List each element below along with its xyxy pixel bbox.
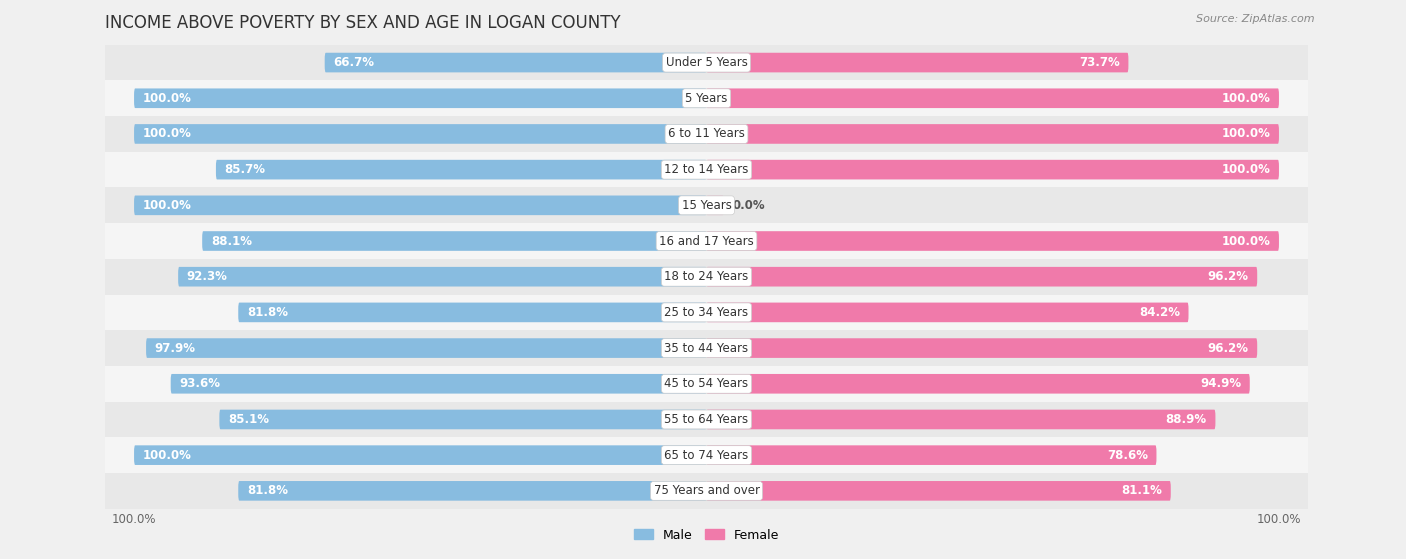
Text: 15 Years: 15 Years bbox=[682, 199, 731, 212]
FancyBboxPatch shape bbox=[707, 338, 1257, 358]
Text: 100.0%: 100.0% bbox=[142, 199, 191, 212]
Text: 100.0%: 100.0% bbox=[142, 92, 191, 105]
FancyBboxPatch shape bbox=[707, 231, 1279, 251]
FancyBboxPatch shape bbox=[707, 410, 1215, 429]
FancyBboxPatch shape bbox=[707, 446, 1157, 465]
FancyBboxPatch shape bbox=[202, 231, 707, 251]
Text: 100.0%: 100.0% bbox=[142, 127, 191, 140]
FancyBboxPatch shape bbox=[134, 196, 707, 215]
Text: 78.6%: 78.6% bbox=[1107, 449, 1147, 462]
Text: 75 Years and over: 75 Years and over bbox=[654, 484, 759, 498]
FancyBboxPatch shape bbox=[179, 267, 707, 287]
Text: 100.0%: 100.0% bbox=[1222, 92, 1271, 105]
Text: 0.0%: 0.0% bbox=[733, 199, 765, 212]
Bar bbox=[105, 152, 1308, 187]
FancyBboxPatch shape bbox=[238, 481, 707, 501]
FancyBboxPatch shape bbox=[707, 196, 724, 215]
Text: 65 to 74 Years: 65 to 74 Years bbox=[665, 449, 748, 462]
Text: 88.9%: 88.9% bbox=[1166, 413, 1206, 426]
Text: 6 to 11 Years: 6 to 11 Years bbox=[668, 127, 745, 140]
Text: Source: ZipAtlas.com: Source: ZipAtlas.com bbox=[1197, 14, 1315, 24]
FancyBboxPatch shape bbox=[217, 160, 707, 179]
Text: 45 to 54 Years: 45 to 54 Years bbox=[665, 377, 748, 390]
Text: 25 to 34 Years: 25 to 34 Years bbox=[665, 306, 748, 319]
FancyBboxPatch shape bbox=[707, 160, 1279, 179]
Text: Under 5 Years: Under 5 Years bbox=[665, 56, 748, 69]
FancyBboxPatch shape bbox=[707, 302, 1188, 322]
Text: 96.2%: 96.2% bbox=[1208, 270, 1249, 283]
FancyBboxPatch shape bbox=[707, 53, 1129, 72]
FancyBboxPatch shape bbox=[707, 88, 1279, 108]
Text: 81.1%: 81.1% bbox=[1122, 484, 1163, 498]
Text: INCOME ABOVE POVERTY BY SEX AND AGE IN LOGAN COUNTY: INCOME ABOVE POVERTY BY SEX AND AGE IN L… bbox=[105, 14, 621, 32]
Text: 100.0%: 100.0% bbox=[1222, 235, 1271, 248]
Text: 92.3%: 92.3% bbox=[187, 270, 228, 283]
FancyBboxPatch shape bbox=[146, 338, 707, 358]
FancyBboxPatch shape bbox=[134, 124, 707, 144]
FancyBboxPatch shape bbox=[238, 302, 707, 322]
Text: 97.9%: 97.9% bbox=[155, 342, 195, 354]
Text: 81.8%: 81.8% bbox=[247, 484, 288, 498]
FancyBboxPatch shape bbox=[707, 267, 1257, 287]
FancyBboxPatch shape bbox=[134, 446, 707, 465]
Text: 84.2%: 84.2% bbox=[1139, 306, 1180, 319]
Text: 100.0%: 100.0% bbox=[142, 449, 191, 462]
Text: 16 and 17 Years: 16 and 17 Years bbox=[659, 235, 754, 248]
FancyBboxPatch shape bbox=[707, 374, 1250, 394]
Text: 85.1%: 85.1% bbox=[228, 413, 269, 426]
Text: 85.7%: 85.7% bbox=[225, 163, 266, 176]
Text: 12 to 14 Years: 12 to 14 Years bbox=[664, 163, 749, 176]
Bar bbox=[105, 401, 1308, 437]
Text: 88.1%: 88.1% bbox=[211, 235, 252, 248]
FancyBboxPatch shape bbox=[134, 88, 707, 108]
Text: 73.7%: 73.7% bbox=[1078, 56, 1119, 69]
Text: 100.0%: 100.0% bbox=[1222, 127, 1271, 140]
Bar bbox=[105, 295, 1308, 330]
Bar bbox=[105, 437, 1308, 473]
Text: 93.6%: 93.6% bbox=[180, 377, 221, 390]
Bar bbox=[105, 187, 1308, 223]
Bar bbox=[105, 223, 1308, 259]
Bar bbox=[105, 80, 1308, 116]
Bar bbox=[105, 473, 1308, 509]
Text: 55 to 64 Years: 55 to 64 Years bbox=[665, 413, 748, 426]
FancyBboxPatch shape bbox=[707, 481, 1171, 501]
Bar bbox=[105, 116, 1308, 152]
Legend: Male, Female: Male, Female bbox=[628, 524, 785, 547]
Text: 94.9%: 94.9% bbox=[1201, 377, 1241, 390]
Bar bbox=[105, 366, 1308, 401]
Bar bbox=[105, 259, 1308, 295]
Bar bbox=[105, 330, 1308, 366]
Text: 18 to 24 Years: 18 to 24 Years bbox=[665, 270, 748, 283]
Text: 66.7%: 66.7% bbox=[333, 56, 374, 69]
Text: 5 Years: 5 Years bbox=[685, 92, 728, 105]
FancyBboxPatch shape bbox=[170, 374, 707, 394]
Text: 100.0%: 100.0% bbox=[1222, 163, 1271, 176]
FancyBboxPatch shape bbox=[707, 124, 1279, 144]
Text: 81.8%: 81.8% bbox=[247, 306, 288, 319]
FancyBboxPatch shape bbox=[325, 53, 707, 72]
FancyBboxPatch shape bbox=[219, 410, 707, 429]
Text: 96.2%: 96.2% bbox=[1208, 342, 1249, 354]
Text: 35 to 44 Years: 35 to 44 Years bbox=[665, 342, 748, 354]
Bar bbox=[105, 45, 1308, 80]
